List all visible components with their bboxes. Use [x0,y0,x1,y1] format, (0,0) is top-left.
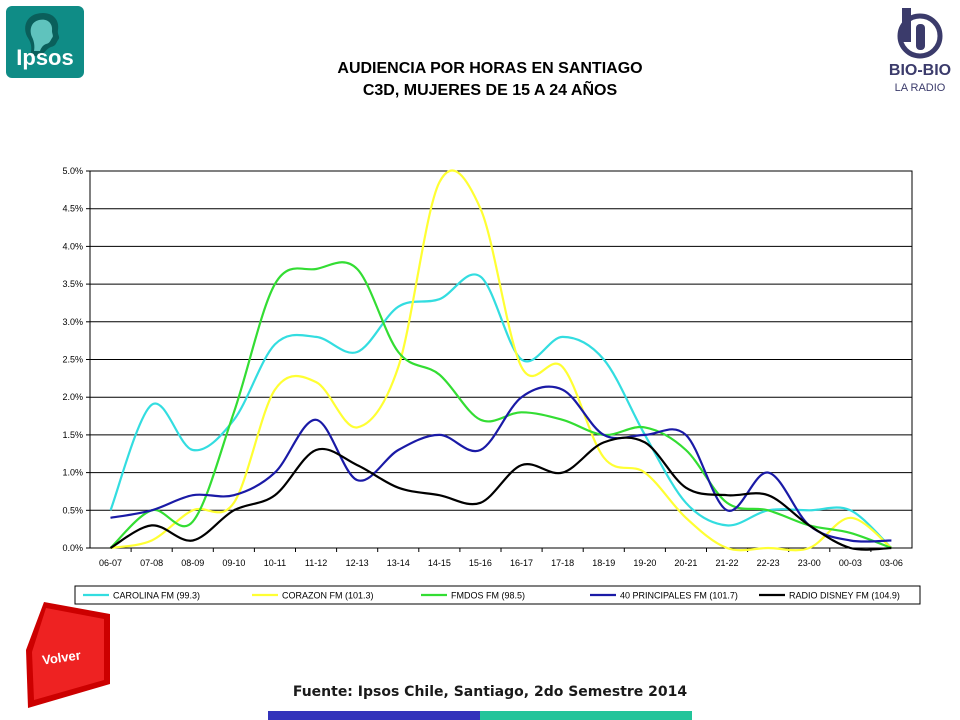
biobio-logo-text: BIO-BIO [888,62,952,79]
source-note: Fuente: Ipsos Chile, Santiago, 2do Semes… [292,684,688,700]
ipsos-logo: Ipsos [6,6,84,78]
x-tick-label: 10-11 [264,558,286,568]
legend-label: CORAZON FM (101.3) [282,591,374,601]
y-tick-label: 5.0% [62,166,83,176]
x-tick-label: 19-20 [633,558,656,568]
x-tick-label: 08-09 [181,558,204,568]
legend-box [74,585,921,605]
y-tick-label: 4.0% [62,241,83,251]
y-tick-label: 4.5% [62,204,83,214]
x-tick-label: 03-06 [880,558,903,568]
biobio-logo: BIO-BIO LA RADIO [885,8,955,98]
y-tick-label: 2.0% [62,392,83,402]
footer-bar-blue [268,711,480,720]
ipsos-head-icon [25,12,60,57]
x-tick-label: 21-22 [716,558,739,568]
y-tick-label: 0.0% [62,543,83,553]
x-tick-label: 14-15 [428,558,451,568]
x-tick-label: 09-10 [222,558,245,568]
y-tick-label: 3.0% [62,317,83,327]
title-line-1: AUDIENCIA POR HORAS EN SANTIAGO [337,60,643,77]
legend-label: RADIO DISNEY FM (104.9) [789,591,900,601]
series-line-2 [109,261,892,550]
x-tick-label: 13-14 [387,558,410,568]
x-tick-label: 16-17 [510,558,533,568]
y-tick-label: 1.5% [62,430,83,440]
x-tick-label: 18-19 [592,558,615,568]
x-tick-label: 07-08 [140,558,163,568]
series-line-3 [110,385,892,543]
series-line-0 [109,273,893,549]
x-tick-label: 00-03 [839,558,862,568]
x-tick-label: 23-00 [798,558,821,568]
biobio-emblem-icon [897,8,943,59]
x-tick-label: 11-12 [305,558,327,568]
volver-button[interactable] [20,600,120,710]
y-tick-label: 2.5% [62,355,83,365]
x-tick-label: 22-23 [757,558,780,568]
series-line-1 [110,169,893,552]
y-tick-label: 0.5% [62,505,83,515]
footer-bar-green [480,711,692,720]
legend-label: 40 PRINCIPALES FM (101.7) [620,591,738,601]
title-line-2: C3D, MUJERES DE 15 A 24 AÑOS [362,82,618,99]
x-tick-label: 17-18 [551,558,574,568]
page-title: AUDIENCIA POR HORAS EN SANTIAGO C3D, MUJ… [200,58,780,102]
x-tick-label: 20-21 [674,558,697,568]
series-line-4 [109,436,892,551]
y-tick-label: 3.5% [62,279,83,289]
x-tick-label: 12-13 [346,558,369,568]
legend-label: FMDOS FM (98.5) [451,591,525,601]
x-tick-label: 06-07 [99,558,122,568]
biobio-logo-subtext: LA RADIO [894,82,946,94]
y-tick-label: 1.0% [62,468,83,478]
x-tick-label: 15-16 [469,558,492,568]
ipsos-logo-text: Ipsos [16,45,74,70]
volver-button-shape-icon [26,602,110,708]
legend-label: CAROLINA FM (99.3) [113,591,200,601]
